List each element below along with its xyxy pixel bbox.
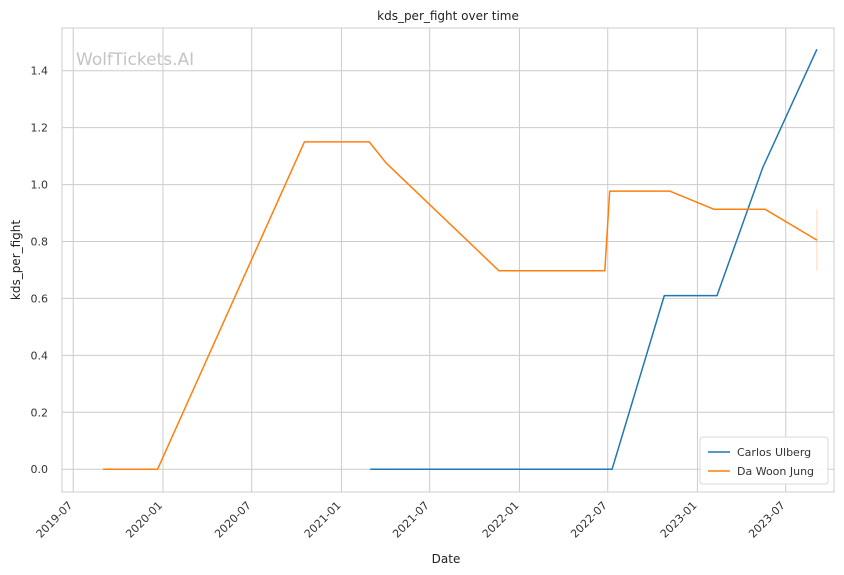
y-tick-labels: 0.0 0.2 0.4 0.6 0.8 1.0 1.2 1.4 — [31, 65, 49, 477]
series-line-0 — [370, 48, 818, 470]
y-axis-label: kds_per_fight — [9, 220, 23, 301]
y-tick-label: 0.8 — [31, 235, 49, 248]
legend: Carlos Ulberg Da Woon Jung — [699, 436, 829, 485]
series-line-1 — [103, 141, 818, 470]
grid-lines — [62, 28, 834, 492]
legend-label: Carlos Ulberg — [737, 446, 811, 459]
y-tick-label: 1.0 — [31, 179, 49, 192]
y-tick-label: 0.4 — [31, 349, 49, 362]
y-tick-label: 0.0 — [31, 463, 49, 476]
y-tick-label: 1.2 — [31, 122, 49, 135]
y-tick-label: 0.2 — [31, 406, 49, 419]
watermark: WolfTickets.AI — [76, 50, 194, 70]
chart-title: kds_per_fight over time — [377, 9, 519, 23]
legend-label: Da Woon Jung — [737, 465, 814, 478]
series-lines — [103, 48, 818, 470]
y-tick-label: 0.6 — [31, 292, 49, 305]
legend-box — [699, 436, 829, 485]
plot-frame — [61, 27, 835, 493]
x-axis-label: Date — [432, 552, 461, 566]
y-tick-label: 1.4 — [31, 65, 49, 78]
